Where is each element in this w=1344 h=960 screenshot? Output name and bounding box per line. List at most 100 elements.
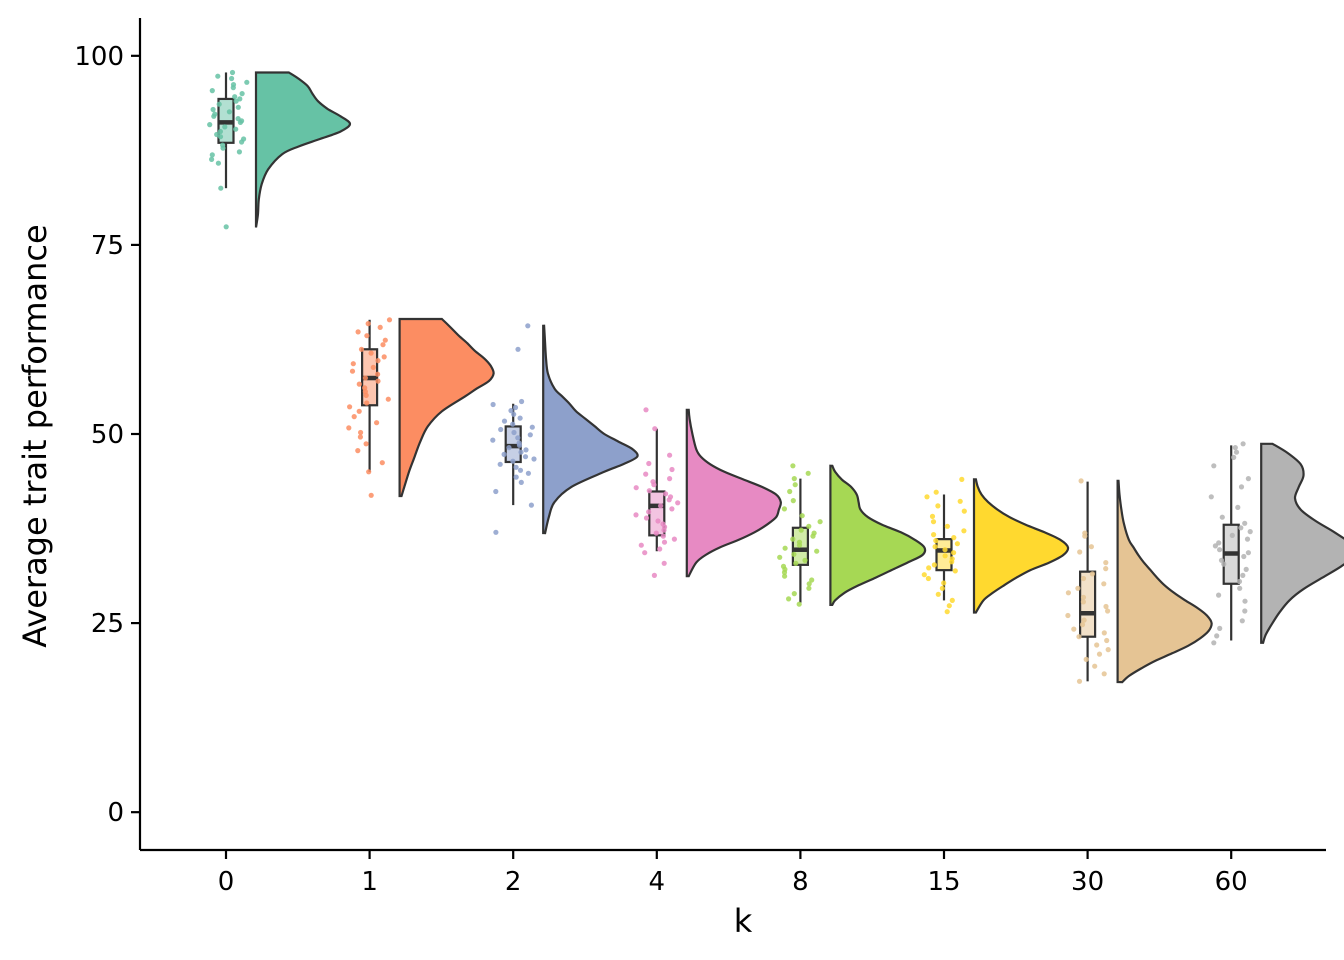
data-point — [364, 400, 370, 406]
data-point — [501, 418, 508, 424]
x-tick-label: 2 — [505, 867, 522, 897]
y-tick-label: 50 — [91, 420, 124, 450]
data-point — [1105, 647, 1111, 653]
data-point — [786, 596, 792, 602]
data-point — [933, 489, 939, 495]
data-point — [490, 401, 496, 408]
data-point — [529, 424, 535, 430]
data-point — [661, 527, 667, 533]
data-point — [355, 329, 361, 335]
data-point — [1211, 463, 1217, 469]
data-point — [1218, 557, 1225, 563]
data-point — [511, 429, 517, 436]
data-point — [1238, 525, 1244, 531]
data-point — [1076, 634, 1082, 640]
data-point — [1217, 547, 1223, 553]
data-point — [1104, 637, 1110, 644]
data-point — [790, 536, 796, 542]
data-point — [506, 445, 512, 451]
data-point — [1242, 598, 1248, 604]
data-point — [949, 559, 955, 565]
data-point — [215, 160, 221, 166]
data-point — [946, 603, 952, 609]
half-violin-1 — [398, 317, 495, 498]
data-point — [660, 533, 666, 539]
data-point — [809, 577, 815, 583]
data-point — [362, 375, 368, 381]
data-point — [791, 476, 797, 482]
data-point — [817, 519, 823, 525]
data-point — [209, 152, 215, 158]
data-point — [944, 609, 950, 615]
data-point — [510, 421, 516, 427]
data-point — [951, 535, 957, 541]
data-point — [1219, 514, 1225, 520]
data-point — [653, 530, 659, 536]
data-point — [1103, 560, 1109, 566]
data-point — [1105, 608, 1111, 614]
data-point — [493, 488, 499, 495]
data-point — [357, 434, 363, 440]
data-point — [952, 568, 958, 574]
data-point — [959, 476, 965, 482]
data-point — [1208, 494, 1214, 500]
data-point — [1065, 612, 1071, 619]
half-violin-15 — [972, 478, 1070, 614]
data-point — [1101, 581, 1107, 587]
data-point — [782, 545, 788, 551]
data-point — [233, 126, 239, 132]
half-violin-4 — [685, 408, 782, 578]
data-point — [1080, 599, 1086, 605]
data-point — [210, 106, 216, 113]
data-point — [1082, 533, 1088, 539]
half-violin-60 — [1260, 442, 1344, 644]
data-point — [1244, 536, 1251, 542]
data-point — [513, 474, 519, 480]
data-point — [806, 523, 812, 529]
data-point — [810, 533, 816, 539]
x-tick-label: 30 — [1071, 867, 1104, 897]
x-tick-label: 0 — [218, 867, 235, 897]
data-point — [222, 124, 228, 130]
data-point — [931, 532, 937, 538]
data-point — [799, 513, 805, 519]
data-point — [365, 321, 371, 327]
data-point — [525, 323, 531, 329]
data-point — [508, 408, 514, 414]
data-point — [929, 513, 936, 520]
data-point — [1081, 617, 1087, 623]
data-point — [1094, 642, 1100, 648]
data-point — [374, 420, 380, 426]
data-point — [1088, 544, 1094, 550]
data-point — [522, 454, 529, 460]
data-point — [646, 488, 652, 494]
data-point — [1238, 484, 1245, 490]
data-point — [385, 396, 391, 402]
data-point — [667, 452, 673, 458]
data-point — [790, 498, 796, 504]
data-point — [493, 529, 499, 535]
data-point — [531, 456, 537, 462]
violin-layer — [254, 71, 1344, 684]
data-point — [517, 415, 523, 421]
data-point — [957, 498, 963, 504]
data-point — [932, 544, 938, 550]
data-point — [364, 333, 370, 339]
data-point — [1217, 625, 1223, 632]
data-point — [646, 509, 652, 515]
data-point — [366, 469, 372, 475]
data-point — [1245, 550, 1251, 556]
data-point — [1080, 575, 1087, 582]
half-violin-0 — [254, 71, 352, 228]
data-point — [643, 471, 649, 477]
data-point — [931, 562, 938, 568]
y-tick-label: 0 — [107, 798, 124, 828]
data-point — [1103, 566, 1109, 572]
data-point — [214, 131, 220, 138]
data-point — [675, 500, 681, 506]
data-point — [782, 573, 788, 579]
data-point — [1101, 671, 1107, 677]
data-point — [777, 554, 783, 560]
data-point — [633, 512, 639, 518]
data-point — [657, 546, 663, 552]
